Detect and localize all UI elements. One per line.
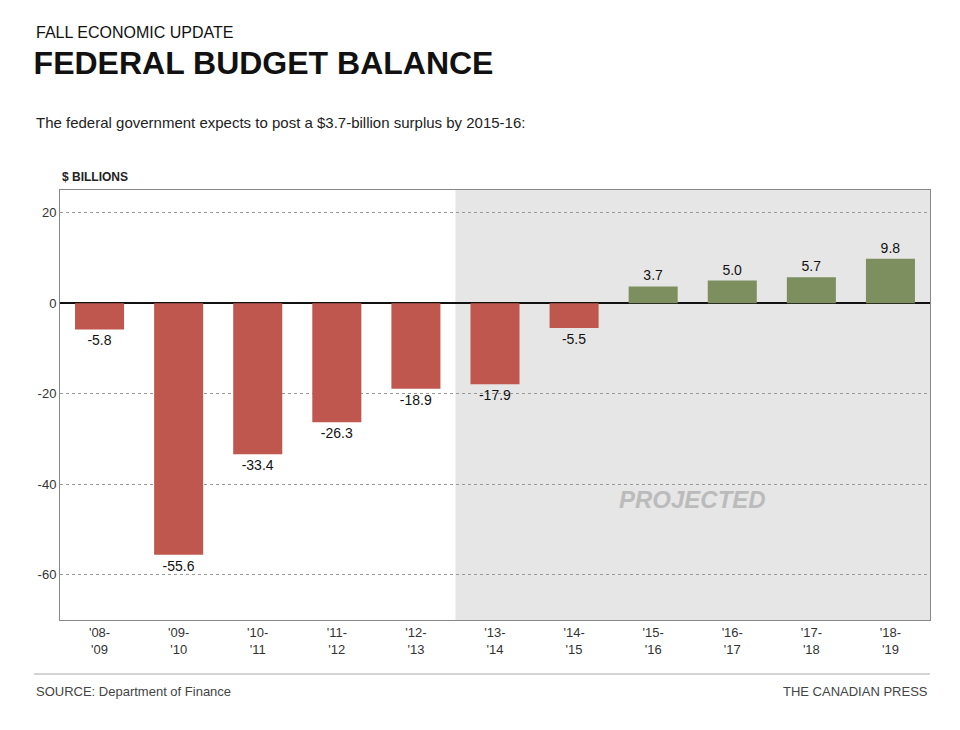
svg-text:FALL ECONOMIC UPDATE: FALL ECONOMIC UPDATE [36, 24, 233, 41]
svg-text:'10-'11: '10-'11 [247, 625, 268, 657]
svg-text:5.0: 5.0 [722, 262, 742, 278]
svg-text:'13-'14: '13-'14 [484, 625, 505, 657]
svg-text:20: 20 [42, 205, 56, 220]
svg-text:-20: -20 [38, 386, 57, 401]
svg-text:'17-'18: '17-'18 [801, 625, 822, 657]
svg-text:-5.8: -5.8 [87, 332, 111, 348]
svg-text:0: 0 [49, 296, 56, 311]
svg-text:-5.5: -5.5 [562, 331, 586, 347]
svg-text:-40: -40 [38, 477, 57, 492]
svg-text:-26.3: -26.3 [321, 425, 353, 441]
svg-text:9.8: 9.8 [881, 240, 901, 256]
svg-text:'18-'19: '18-'19 [880, 625, 901, 657]
svg-text:-55.6: -55.6 [163, 558, 195, 574]
svg-text:-60: -60 [38, 567, 57, 582]
svg-text:3.7: 3.7 [643, 267, 663, 283]
svg-text:-18.9: -18.9 [400, 392, 432, 408]
svg-text:'08-'09: '08-'09 [89, 625, 110, 657]
svg-text:The federal government expects: The federal government expects to post a… [36, 114, 525, 131]
svg-text:PROJECTED: PROJECTED [619, 486, 766, 513]
svg-text:THE CANADIAN PRESS: THE CANADIAN PRESS [783, 684, 928, 699]
svg-text:-17.9: -17.9 [479, 387, 511, 403]
svg-text:'16-'17: '16-'17 [722, 625, 743, 657]
svg-text:'09-'10: '09-'10 [168, 625, 189, 657]
svg-text:FEDERAL BUDGET BALANCE: FEDERAL BUDGET BALANCE [34, 45, 494, 81]
svg-text:'12-'13: '12-'13 [405, 625, 426, 657]
svg-text:$ BILLIONS: $ BILLIONS [62, 170, 128, 184]
svg-text:SOURCE: Department of Finance: SOURCE: Department of Finance [36, 684, 231, 699]
svg-text:'14-'15: '14-'15 [563, 625, 584, 657]
svg-text:'15-'16: '15-'16 [643, 625, 664, 657]
svg-text:-33.4: -33.4 [242, 457, 274, 473]
svg-text:'11-'12: '11-'12 [327, 625, 347, 657]
svg-text:5.7: 5.7 [802, 258, 822, 274]
